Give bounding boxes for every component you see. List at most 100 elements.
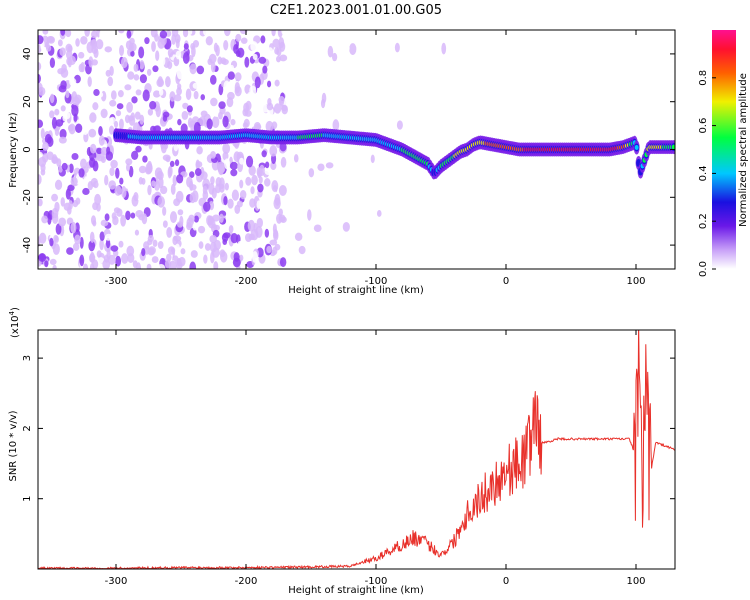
spectrogram-noise-cell <box>49 110 55 119</box>
spectrogram-noise-cell <box>193 215 199 223</box>
spectrogram-noise-cell <box>80 62 85 73</box>
spectrogram-noise-cell <box>247 219 256 232</box>
spectrogram-noise-cell <box>250 41 258 52</box>
spectrogram-noise-cell <box>266 102 274 111</box>
spectrogram-noise-cell <box>145 162 153 174</box>
spectrogram-noise-cell <box>325 162 334 169</box>
spectrogram-noise-cell <box>219 213 224 223</box>
spectrogram-noise-cell <box>203 30 208 36</box>
spectrogram-noise-cell <box>119 177 124 185</box>
spectrogram-noise-cell <box>278 208 283 216</box>
spectrogram-noise-cell <box>228 225 234 234</box>
spectrogram-noise-cell <box>177 118 182 126</box>
spectrogram-noise-cell <box>167 48 174 58</box>
spectrogram-noise-cell <box>175 50 182 60</box>
spectrogram-noise-cell <box>104 233 113 241</box>
spectrogram-noise-cell <box>151 256 159 264</box>
spectrogram-noise-cell <box>178 256 186 267</box>
spectrogram-noise-cell <box>162 220 168 228</box>
spectrogram-noise-cell <box>174 159 180 167</box>
spectrogram-noise-cell <box>251 174 258 186</box>
spectrogram-noise-cell <box>200 171 208 180</box>
spectrogram-noise-cell <box>223 195 228 206</box>
spectrogram-noise-cell <box>398 87 403 96</box>
spectrogram-noise-cell <box>138 214 145 221</box>
spectrogram-noise-cell <box>66 247 74 255</box>
spectrogram-noise-cell <box>244 56 250 68</box>
spectrogram-noise-cell <box>89 251 95 264</box>
spectrogram-noise-cell <box>108 180 117 190</box>
spectrogram-noise-cell <box>130 50 135 57</box>
spectrogram-noise-cell <box>399 62 405 73</box>
spectrogram-noise-cell <box>160 55 166 66</box>
spectrogram-x-label: Height of straight line (km) <box>288 285 424 296</box>
spectrogram-noise-cell <box>254 76 261 89</box>
spectrogram-noise-cell <box>104 46 113 53</box>
spectrogram-noise-cell <box>396 120 403 130</box>
spectrogram-noise-cell <box>89 231 95 243</box>
spectrogram-noise-cell <box>192 82 200 89</box>
spectrogram-noise-cell <box>138 165 147 174</box>
spectrogram-noise-cell <box>315 105 321 115</box>
spectrogram-noise-cell <box>376 209 382 217</box>
spectrogram-noise-cell <box>110 90 117 100</box>
spectrogram-noise-cell <box>258 56 267 64</box>
spectrogram-noise-cell <box>311 30 319 40</box>
spectrogram-noise-cell <box>82 187 90 196</box>
spectrogram-noise-cell <box>54 235 59 243</box>
spectrogram-noise-cell <box>370 154 375 164</box>
spectrogram-noise-cell <box>342 222 350 232</box>
spectrogram-noise-cell <box>51 193 59 202</box>
spectrogram-noise-cell <box>109 65 114 76</box>
spectrogram-noise-cell <box>146 68 152 76</box>
spectrogram-noise-cell <box>208 53 217 64</box>
spectrogram-noise-cell <box>87 181 94 191</box>
spectrogram-noise-cell <box>88 157 96 168</box>
spectrogram-noise-cell <box>111 212 117 220</box>
x-tick-label: 0 <box>503 576 509 587</box>
spectrogram-noise-cell <box>266 47 274 58</box>
spectrogram-noise-cell <box>157 263 165 269</box>
spectrogram-noise-cell <box>109 99 117 107</box>
spectrogram-noise-cell <box>327 45 334 58</box>
spectrogram-noise-cell <box>74 234 81 245</box>
spectrogram-noise-cell <box>146 263 152 269</box>
spectrogram-noise-cell <box>291 246 300 257</box>
spectrogram-noise-cell <box>315 174 322 181</box>
spectrogram-noise-cell <box>57 68 65 75</box>
spectrogram-noise-cell <box>57 39 63 47</box>
spectrogram-noise-cell <box>190 42 195 50</box>
spectrogram-noise-cell <box>70 221 77 234</box>
spectrogram-noise-cell <box>38 253 47 262</box>
spectrogram-noise-cell <box>221 233 229 242</box>
spectrogram-noise-cell <box>131 96 138 104</box>
spectrogram-noise-cell <box>234 82 240 94</box>
spectrogram-noise-cell <box>259 164 265 177</box>
spectrogram-noise-cell <box>51 212 59 225</box>
spectrogram-noise-cell <box>229 161 238 170</box>
spectrogram-noise-cell <box>89 263 95 269</box>
spectrogram-noise-cell <box>276 213 283 224</box>
x-tick-label: -300 <box>105 276 128 287</box>
spectrogram-noise-cell <box>80 158 87 169</box>
spectrogram-noise-cell <box>144 37 150 45</box>
spectrogram-noise-cell <box>167 60 173 70</box>
colorbar-bar <box>712 30 736 269</box>
spectrogram-noise-cell <box>169 160 175 168</box>
spectrogram-noise-cell <box>267 65 274 75</box>
spectrogram-noise-cell <box>58 165 63 173</box>
spectrogram-noise-cell <box>230 118 236 126</box>
spectrogram-noise-cell <box>243 118 250 128</box>
spectrogram-noise-cell <box>205 36 213 46</box>
spectrogram-noise-cell <box>38 151 43 158</box>
spectrogram-noise-cell <box>72 242 80 251</box>
spectrogram-noise-cell <box>49 258 57 265</box>
spectrogram-noise-cell <box>157 76 163 87</box>
x-tick-label: 100 <box>626 276 645 287</box>
spectrogram-noise-cell <box>321 92 327 104</box>
spectrogram-noise-cell <box>345 44 350 52</box>
spectrogram-noise-cell <box>262 65 268 74</box>
spectrogram-noise-cell <box>349 43 357 55</box>
spectrogram-noise-cell <box>88 56 94 68</box>
spectrogram-noise-cell <box>52 264 57 269</box>
